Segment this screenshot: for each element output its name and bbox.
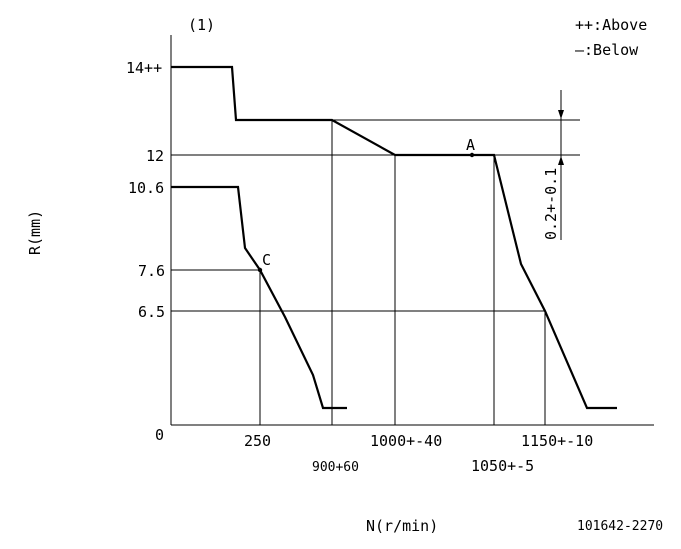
- y-tick-7-6: 7.6: [138, 262, 165, 280]
- legend-below: —:Below: [575, 41, 639, 59]
- legend-above: ++:Above: [575, 16, 647, 34]
- index-label: (1): [188, 16, 215, 34]
- x-tick-250: 250: [244, 432, 271, 450]
- y-axis-title: R(mm): [26, 210, 44, 255]
- upper-curve: [171, 65, 617, 410]
- point-a-label: A: [466, 136, 475, 154]
- drawing-number: 101642-2270: [577, 519, 663, 534]
- y-tick-6-5: 6.5: [138, 303, 165, 321]
- lower-curve: [171, 185, 347, 410]
- x-axis-title: N(r/min): [366, 517, 438, 535]
- point-c-label: C: [262, 251, 271, 269]
- y-tick-12: 12: [146, 147, 164, 165]
- dimension-arrow-bottom: [558, 156, 564, 165]
- x-tick-1050: 1050+-5: [471, 457, 534, 475]
- y-tick-14: 14++: [126, 59, 162, 77]
- point-c-marker: [257, 267, 263, 273]
- dimension-arrow-top: [558, 110, 564, 119]
- y-tick-10-6: 10.6: [128, 179, 164, 197]
- x-tick-1000: 1000+-40: [370, 432, 442, 450]
- x-tick-1150: 1150+-10: [521, 432, 593, 450]
- y-tick-0: 0: [155, 426, 164, 444]
- point-a-marker: [469, 152, 475, 158]
- x-tick-900: 900+60: [312, 460, 359, 475]
- dimension-label: 0.2+-0.1: [542, 168, 560, 240]
